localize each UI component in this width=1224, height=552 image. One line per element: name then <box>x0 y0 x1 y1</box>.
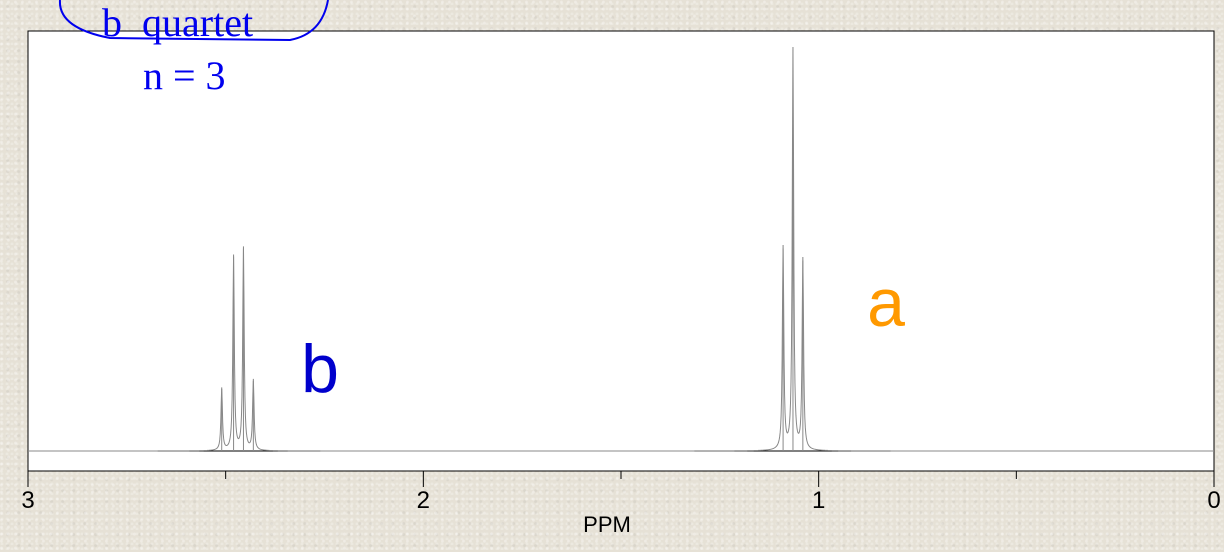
x-axis-tick-labels: 3 2 1 0 <box>21 487 1220 514</box>
callout-n-text: n = 3 <box>143 53 226 98</box>
callout-quartet-text: b quartet <box>102 0 253 45</box>
plot-area <box>27 30 1215 472</box>
x-tick-label: 0 <box>1207 487 1220 514</box>
quartet-callout: b quartet n = 3 <box>58 0 329 98</box>
spectrum-trace <box>28 46 1214 452</box>
annotation-label-b: b <box>301 331 339 407</box>
x-axis-ticks <box>27 471 1215 487</box>
x-axis-label: PPM <box>583 512 631 537</box>
peaks <box>221 50 804 451</box>
annotation-label-a: a <box>867 265 905 341</box>
x-tick-label: 2 <box>417 487 430 514</box>
callout-bracket <box>58 0 329 42</box>
x-tick-label: 3 <box>21 487 34 514</box>
x-tick-label: 1 <box>812 487 825 514</box>
